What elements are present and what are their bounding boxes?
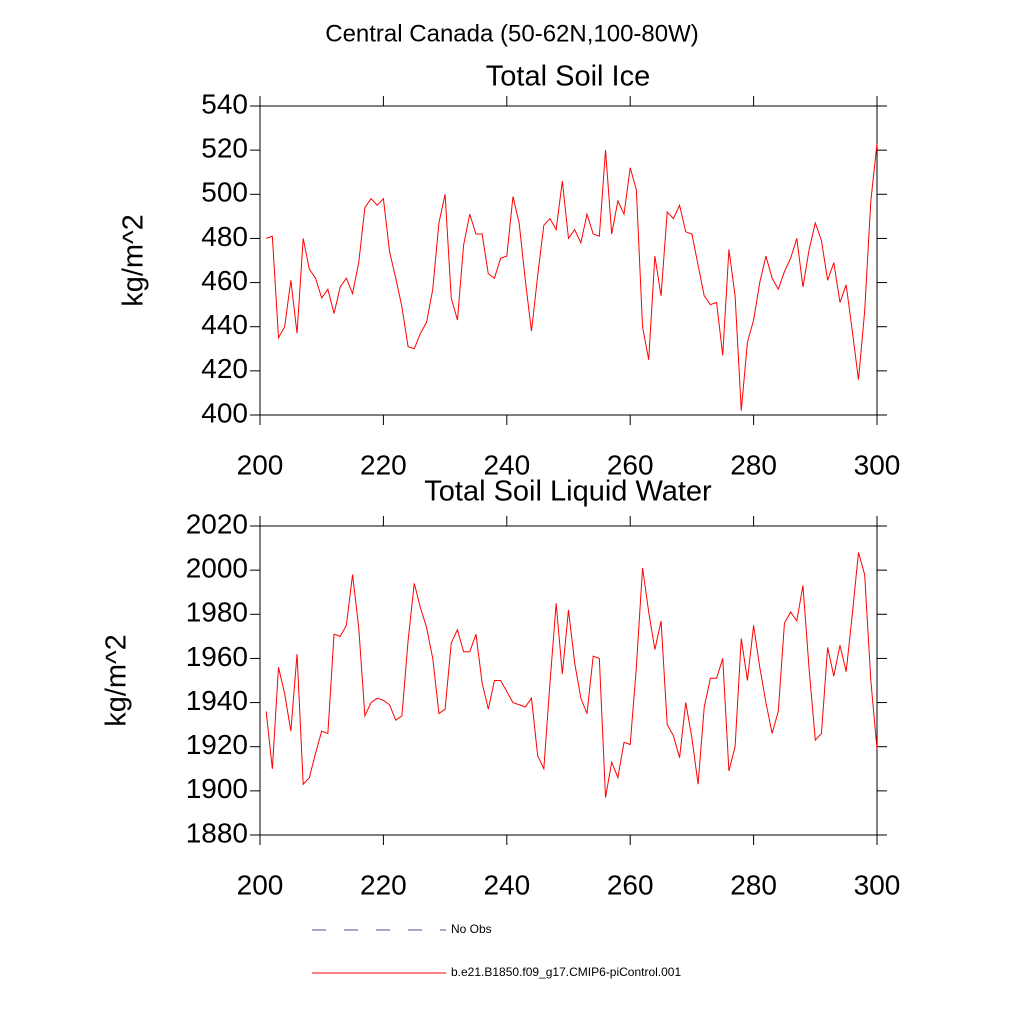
figure-title: Central Canada (50-62N,100-80W): [325, 20, 699, 47]
plot-frame: [259, 105, 878, 416]
x-tick-label: 280: [730, 449, 777, 480]
y-tick-label: 1880: [186, 817, 248, 848]
y-tick-label: 440: [201, 309, 248, 340]
legend-label: b.e21.B1850.f09_g17.CMIP6-piControl.001: [451, 965, 681, 979]
x-tick-label: 200: [237, 869, 284, 900]
x-tick-label: 220: [360, 869, 407, 900]
data-line: [265, 552, 878, 798]
x-tick-label: 240: [483, 869, 530, 900]
y-tick-label: 1960: [186, 641, 248, 672]
y-tick-label: 2020: [186, 508, 248, 539]
y-tick-label: 540: [201, 88, 248, 119]
x-tick-label: 300: [854, 449, 901, 480]
y-tick-label: 1940: [186, 685, 248, 716]
x-tick-label: 200: [237, 449, 284, 480]
chart-title: Total Soil Ice: [486, 61, 650, 93]
y-tick-label: 1980: [186, 597, 248, 628]
x-tick-label: 260: [607, 449, 654, 480]
y-tick-label: 480: [201, 221, 248, 252]
legend-label: No Obs: [451, 922, 492, 936]
y-tick-label: 520: [201, 133, 248, 164]
x-tick-label: 260: [607, 869, 654, 900]
x-tick-label: 220: [360, 449, 407, 480]
y-tick-label: 2000: [186, 553, 248, 584]
y-tick-label: 420: [201, 353, 248, 384]
chart-title: Total Soil Liquid Water: [424, 476, 712, 508]
plot-frame: [259, 525, 878, 836]
y-axis-label: kg/m^2: [101, 634, 133, 727]
x-tick-label: 280: [730, 869, 777, 900]
y-tick-label: 460: [201, 265, 248, 296]
y-tick-label: 500: [201, 177, 248, 208]
y-tick-label: 1900: [186, 773, 248, 804]
x-tick-label: 240: [483, 449, 530, 480]
y-axis-label: kg/m^2: [118, 214, 150, 307]
y-tick-label: 400: [201, 397, 248, 428]
data-line: [266, 143, 878, 411]
x-tick-label: 300: [854, 869, 901, 900]
y-tick-label: 1920: [186, 729, 248, 760]
